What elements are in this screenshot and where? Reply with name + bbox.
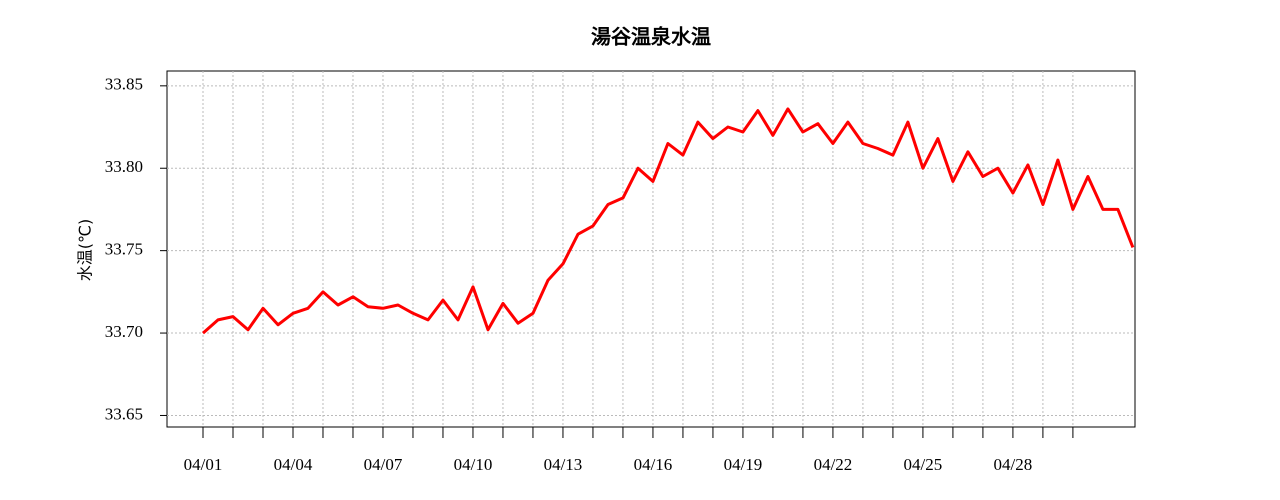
x-tick-label: 04/19 <box>724 455 763 474</box>
chart-title: 湯谷温泉水温 <box>591 25 711 49</box>
y-tick-label: 33.65 <box>105 404 143 423</box>
x-tick-label: 04/01 <box>184 455 223 474</box>
y-tick-label: 33.75 <box>105 240 143 259</box>
plot-frame <box>166 70 1136 428</box>
y-tick-label: 33.85 <box>105 75 143 94</box>
x-tick-label: 04/07 <box>364 455 403 474</box>
x-tick-label: 04/04 <box>274 455 313 474</box>
y-tick-label: 33.70 <box>105 322 143 341</box>
x-tick-label: 04/13 <box>544 455 583 474</box>
x-tick-label: 04/28 <box>994 455 1033 474</box>
y-axis-label: 水温(℃) <box>76 219 95 281</box>
x-tick-label: 04/16 <box>634 455 673 474</box>
data-line <box>202 107 1135 335</box>
x-tick-label: 04/10 <box>454 455 493 474</box>
x-tick-label: 04/22 <box>814 455 853 474</box>
x-tick-label: 04/25 <box>904 455 943 474</box>
y-tick-label: 33.80 <box>105 157 143 176</box>
